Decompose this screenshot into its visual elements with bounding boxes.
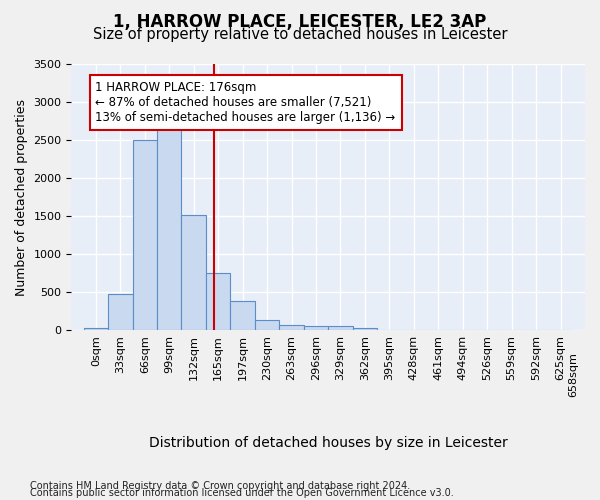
Bar bbox=[108, 294, 133, 331]
Y-axis label: Number of detached properties: Number of detached properties bbox=[15, 98, 28, 296]
Bar bbox=[157, 116, 181, 330]
Text: Contains public sector information licensed under the Open Government Licence v3: Contains public sector information licen… bbox=[30, 488, 454, 498]
Text: Size of property relative to detached houses in Leicester: Size of property relative to detached ho… bbox=[93, 28, 507, 42]
Text: 1 HARROW PLACE: 176sqm
← 87% of detached houses are smaller (7,521)
13% of semi-: 1 HARROW PLACE: 176sqm ← 87% of detached… bbox=[95, 80, 396, 124]
Text: 1, HARROW PLACE, LEICESTER, LE2 3AP: 1, HARROW PLACE, LEICESTER, LE2 3AP bbox=[113, 12, 487, 30]
Bar bbox=[279, 325, 304, 330]
Bar bbox=[206, 272, 230, 330]
Bar bbox=[133, 140, 157, 330]
X-axis label: Distribution of detached houses by size in Leicester: Distribution of detached houses by size … bbox=[149, 436, 508, 450]
Bar bbox=[304, 326, 328, 330]
Bar bbox=[353, 328, 377, 330]
Bar bbox=[83, 328, 108, 330]
Text: Contains HM Land Registry data © Crown copyright and database right 2024.: Contains HM Land Registry data © Crown c… bbox=[30, 481, 410, 491]
Bar bbox=[328, 326, 353, 330]
Bar bbox=[255, 320, 279, 330]
Text: 658sqm: 658sqm bbox=[568, 352, 578, 397]
Bar bbox=[230, 301, 255, 330]
Bar bbox=[181, 214, 206, 330]
